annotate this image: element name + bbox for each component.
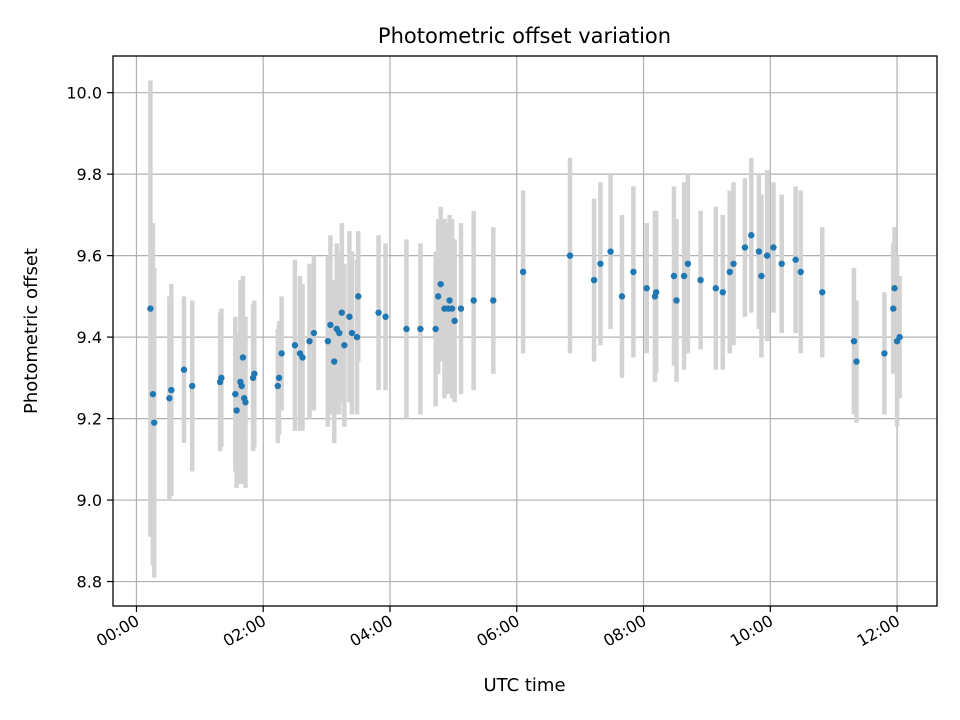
y-tick-label: 9.8	[77, 165, 102, 184]
data-point	[881, 350, 888, 357]
data-point	[310, 329, 318, 337]
data-point	[232, 390, 239, 398]
data-point	[451, 317, 458, 325]
y-tick-label: 9.4	[77, 328, 102, 347]
data-point	[437, 280, 444, 288]
data-point	[712, 285, 719, 292]
data-point	[778, 260, 785, 267]
data-point	[446, 297, 453, 304]
data-point	[353, 333, 361, 341]
data-point	[680, 272, 688, 280]
data-point	[341, 342, 348, 349]
data-point	[251, 370, 258, 377]
y-tick-label: 9.2	[77, 410, 102, 429]
data-point	[417, 325, 424, 333]
data-point	[346, 313, 353, 320]
data-point	[180, 366, 188, 373]
y-tick-label: 10.0	[66, 84, 102, 103]
data-point	[590, 276, 598, 284]
data-point	[697, 276, 704, 284]
data-point	[653, 289, 660, 296]
data-point	[758, 272, 765, 280]
data-point	[239, 354, 247, 361]
data-point	[448, 305, 456, 312]
data-point	[566, 252, 574, 259]
data-point	[748, 232, 755, 239]
data-point	[890, 305, 897, 312]
data-point	[327, 321, 334, 329]
data-point	[490, 297, 497, 304]
y-tick-label: 9.6	[77, 247, 102, 266]
data-point	[299, 354, 306, 361]
data-point	[233, 407, 240, 414]
data-point	[218, 374, 225, 382]
data-point	[643, 285, 650, 292]
data-point	[382, 313, 389, 320]
data-point	[275, 374, 283, 382]
data-point	[730, 260, 737, 267]
data-point	[792, 256, 799, 263]
data-point	[168, 386, 175, 394]
data-point	[819, 289, 826, 296]
data-point	[434, 293, 442, 300]
data-point	[896, 333, 903, 341]
data-point	[684, 260, 692, 267]
data-point	[630, 268, 637, 276]
y-tick-label: 8.8	[77, 573, 102, 592]
data-point	[149, 390, 157, 398]
data-point	[797, 268, 804, 276]
data-point	[306, 337, 313, 345]
data-point	[719, 289, 726, 296]
data-point	[850, 337, 858, 345]
data-point	[375, 309, 382, 316]
data-point	[278, 350, 285, 357]
data-point	[166, 395, 173, 402]
data-point	[338, 309, 346, 316]
x-axis-title: UTC time	[483, 675, 565, 696]
data-point	[189, 382, 196, 390]
data-point	[242, 399, 249, 406]
data-point	[607, 248, 614, 255]
y-tick-label: 9.0	[77, 491, 102, 510]
chart-title: Photometric offset variation	[378, 24, 671, 48]
data-point	[432, 325, 439, 333]
data-point	[741, 244, 749, 251]
data-point	[238, 382, 245, 390]
data-point	[673, 297, 680, 304]
data-point	[470, 297, 477, 304]
data-point	[348, 329, 356, 337]
data-point	[755, 248, 763, 255]
data-point	[331, 358, 338, 365]
data-point	[274, 382, 281, 390]
data-point	[763, 252, 771, 259]
data-point	[519, 268, 527, 276]
data-point	[355, 293, 362, 300]
data-point	[147, 305, 154, 312]
data-point	[597, 260, 604, 267]
data-point	[291, 342, 299, 349]
data-point	[151, 419, 158, 426]
data-point	[324, 337, 332, 345]
data-point	[403, 325, 410, 333]
data-point	[853, 358, 860, 365]
data-point	[770, 244, 777, 251]
data-point	[891, 285, 898, 292]
data-point	[726, 268, 733, 276]
data-point	[336, 329, 343, 337]
data-point	[457, 305, 465, 312]
plot-frame	[112, 55, 938, 607]
y-axis-title: Photometric offset	[21, 248, 42, 414]
data-point	[670, 272, 678, 280]
data-point	[618, 293, 626, 300]
